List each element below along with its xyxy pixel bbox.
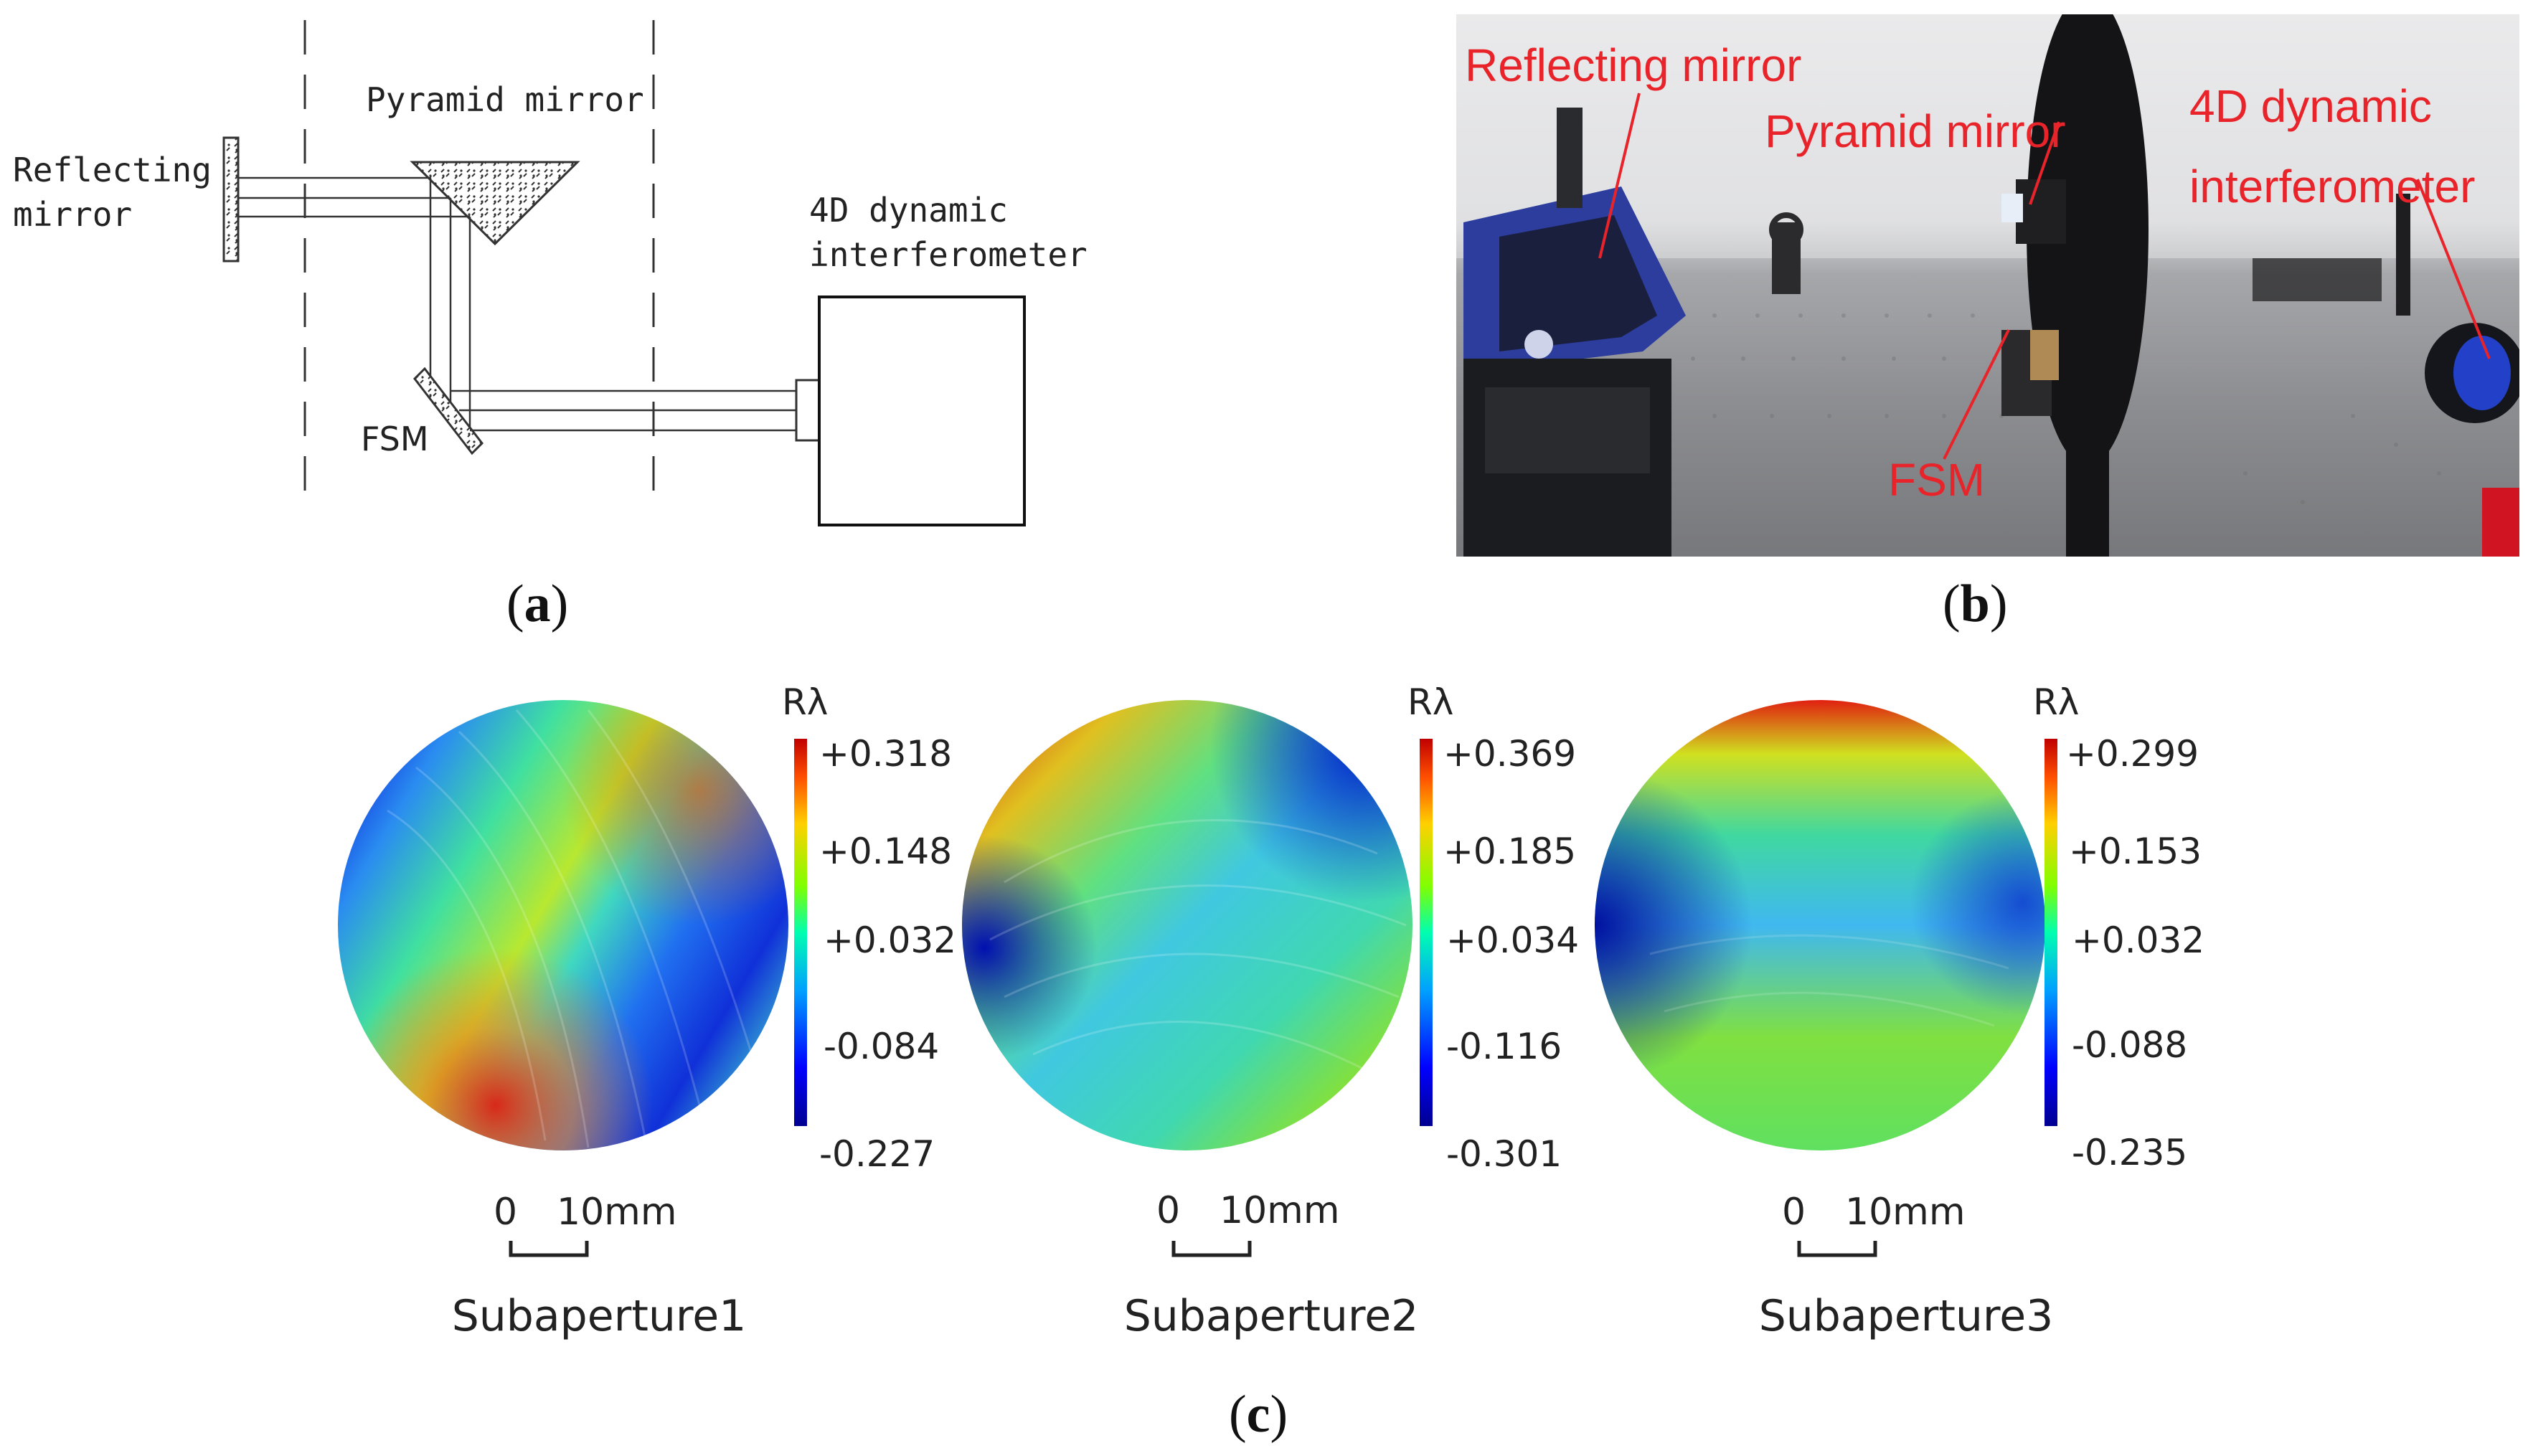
subaperture3-tick: +0.299 [2066, 733, 2199, 775]
subaperture2-tick: +0.185 [1443, 831, 1577, 872]
caption-b: (b) [1943, 575, 2008, 633]
subaperture2-scale-bar [1171, 1241, 1252, 1257]
schematic-diagram [222, 20, 1026, 526]
reflecting-mirror-label: Reflecting mirror [13, 151, 212, 234]
subaperture3-scale-length: 10mm [1845, 1191, 1966, 1234]
pyramid-mirror-shape [410, 161, 580, 246]
caption-c: (c) [1229, 1385, 1288, 1444]
subaperture1-unit: Rλ [782, 681, 829, 723]
subaperture3-name: Subaperture3 [1758, 1291, 2054, 1341]
photo-label-fsm: FSM [1888, 454, 1986, 506]
subaperture-maps [338, 700, 2057, 1257]
subaperture1-tick: +0.148 [819, 831, 953, 872]
subaperture2-name: Subaperture2 [1123, 1291, 1419, 1341]
subaperture1-tick: -0.227 [819, 1133, 935, 1175]
subaperture3-tick: -0.235 [2072, 1132, 2188, 1173]
subaperture3-tick: +0.153 [2069, 831, 2202, 872]
subaperture1-map [338, 700, 788, 1150]
subaperture3-unit: Rλ [2033, 681, 2080, 723]
subaperture2-map [962, 700, 1412, 1150]
subaperture2-unit: Rλ [1407, 681, 1454, 723]
subaperture1-name: Subaperture1 [451, 1291, 747, 1341]
subaperture2-scale-length: 10mm [1220, 1189, 1340, 1232]
subaperture3-scale-bar [1797, 1241, 1877, 1257]
photo-scene [1456, 14, 2519, 557]
subaperture1-colorbar [794, 739, 807, 1126]
subaperture1-scale-bar [509, 1241, 589, 1257]
interferometer-label: 4D dynamic interferometer [809, 191, 1088, 274]
subaperture2-scale-zero: 0 [1156, 1189, 1181, 1232]
reflecting-mirror-shape [222, 136, 240, 263]
subaperture3-tick: +0.032 [2072, 920, 2205, 961]
lab-photo: Reflecting mirror Pyramid mirror 4D dyna… [1456, 14, 2519, 557]
photo-label-interferometer: 4D dynamic interferometer [2189, 80, 2476, 212]
subaperture1-scale-length: 10mm [557, 1191, 677, 1234]
interferometer-port [795, 379, 821, 442]
photo-label-reflecting-mirror: Reflecting mirror [1465, 39, 1802, 91]
subaperture3-scale-zero: 0 [1782, 1191, 1806, 1234]
fsm-label: FSM [361, 420, 429, 458]
caption-a: (a) [506, 575, 569, 633]
subaperture2-tick: +0.034 [1446, 920, 1580, 961]
subaperture3-tick: -0.088 [2072, 1024, 2188, 1066]
panel-a: Reflecting mirror Pyramid mirror 4D dyna… [0, 0, 1220, 646]
subaperture2-tick: -0.116 [1446, 1026, 1562, 1067]
subaperture1-tick: -0.084 [824, 1026, 940, 1067]
subaperture3-map [1595, 700, 2045, 1150]
subaperture1-tick: +0.032 [824, 920, 957, 961]
interferometer-box [818, 296, 1026, 526]
subaperture2-colorbar [1420, 739, 1433, 1126]
subaperture1-scale-zero: 0 [494, 1191, 518, 1234]
subaperture1-tick: +0.318 [819, 733, 953, 775]
subaperture2-tick: -0.301 [1446, 1133, 1562, 1175]
photo-label-pyramid-mirror: Pyramid mirror [1765, 105, 2066, 157]
panel-c: Rλ +0.318 +0.148 +0.032 -0.084 -0.227 Rλ… [0, 667, 2528, 1456]
fsm-mirror-shape [413, 367, 484, 455]
subaperture3-colorbar [2044, 739, 2057, 1126]
subaperture2-tick: +0.369 [1443, 733, 1577, 775]
pyramid-mirror-label: Pyramid mirror [366, 80, 644, 119]
